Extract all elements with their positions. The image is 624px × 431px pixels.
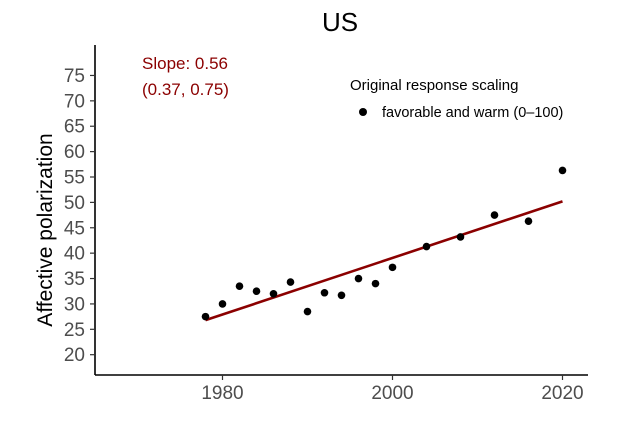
data-point [286,278,295,286]
chart-title: US [322,7,358,37]
slope-ci-annotation: (0.37, 0.75) [142,80,229,99]
y-tick-label: 60 [64,142,85,163]
data-point [371,279,380,288]
y-tick-label: 45 [64,218,85,239]
x-tick-label: 2000 [371,383,413,404]
y-tick-label: 30 [64,294,85,315]
y-tick-label: 35 [64,269,85,290]
data-point [422,242,431,251]
data-point [303,307,312,316]
data-point [354,274,363,283]
y-tick-label: 20 [64,345,85,366]
data-point [337,291,346,300]
legend-marker [359,108,367,116]
data-point [456,233,465,241]
y-tick-label: 70 [64,91,85,112]
y-axis-label: Affective polarization [34,133,57,326]
x-tick-label: 2020 [541,383,583,404]
y-tick-label: 65 [64,117,85,138]
y-tick-label: 50 [64,193,85,214]
y-tick-label: 75 [64,66,85,87]
data-point [320,288,329,297]
data-point [235,282,244,290]
x-tick-label: 1980 [201,383,243,404]
data-point [201,312,210,321]
data-point [558,166,567,175]
slope-annotation: Slope: 0.56 [142,54,228,73]
y-tick-label: 55 [64,168,85,189]
y-tick-label: 40 [64,244,85,265]
data-point [218,300,227,308]
data-point [524,217,533,225]
data-point [269,289,278,298]
legend-title: Original response scaling [350,77,518,94]
data-point [388,263,397,272]
data-point [252,287,261,296]
trend-line [205,200,563,322]
legend-label: favorable and warm (0–100) [382,105,563,121]
y-tick-label: 25 [64,320,85,341]
data-point [490,211,499,219]
